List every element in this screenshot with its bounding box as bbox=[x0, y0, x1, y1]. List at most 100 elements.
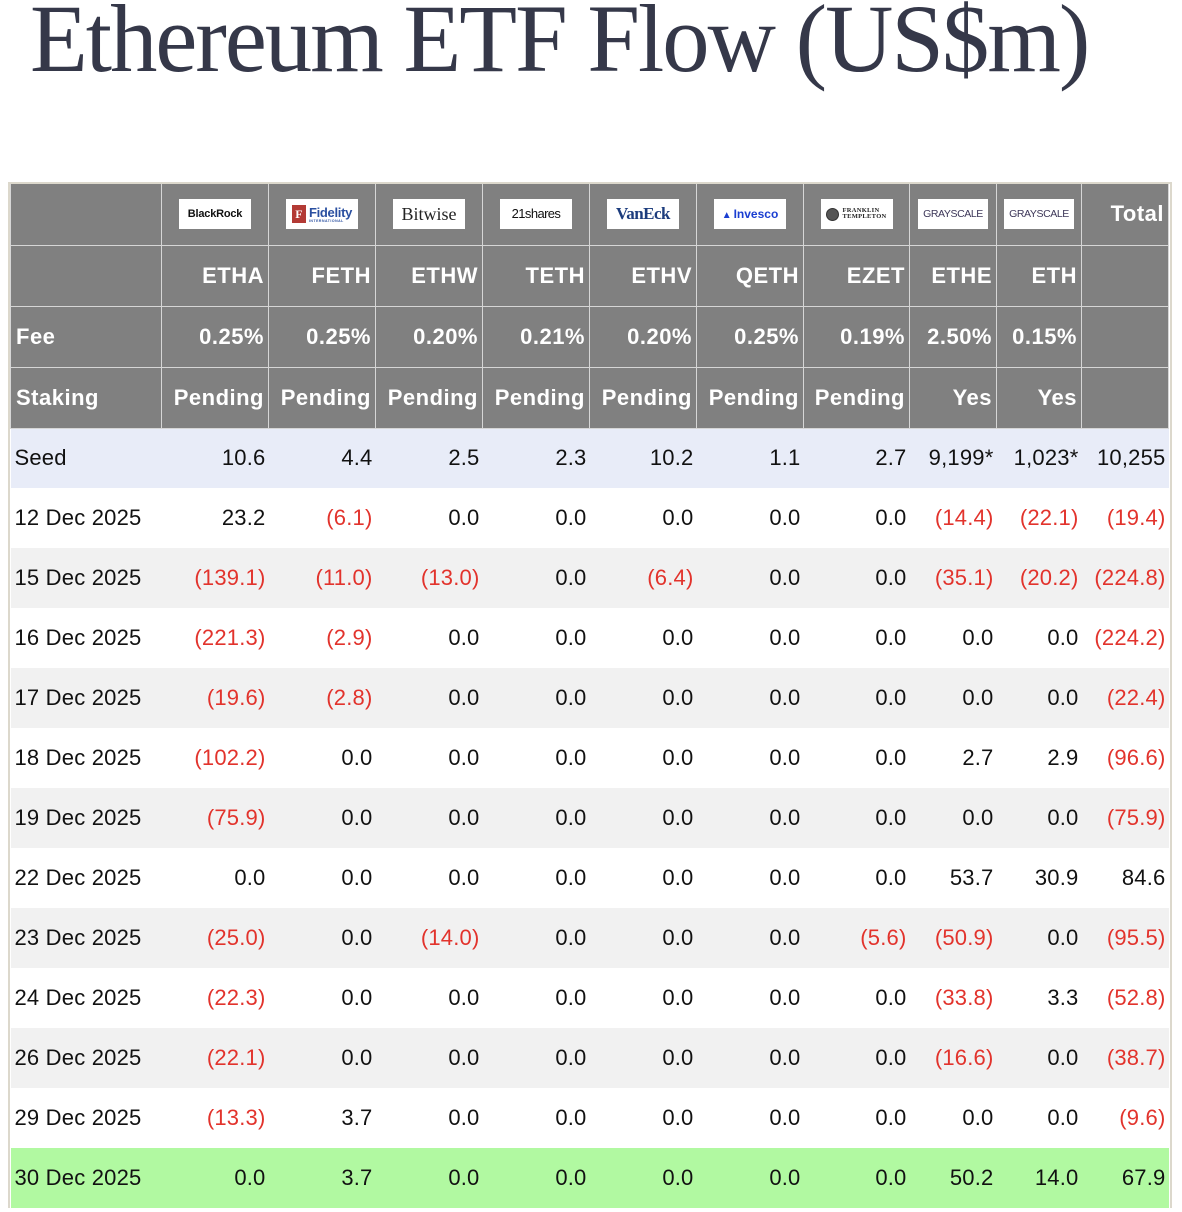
flow-qeth: 0.0 bbox=[696, 1028, 804, 1088]
flow-eth: 3.3 bbox=[996, 968, 1082, 1028]
fee-total-empty bbox=[1081, 305, 1169, 368]
flow-row: 15 Dec 2025 (139.1) (11.0) (13.0) 0.0 (6.4) 0.… bbox=[10, 548, 1169, 608]
flow-ethv: 0.0 bbox=[589, 1028, 697, 1088]
staking-feth: Pending bbox=[268, 366, 376, 429]
fee-ethv: 0.20% bbox=[589, 305, 697, 368]
flow-teth: 0.0 bbox=[482, 1088, 590, 1148]
flow-teth: 0.0 bbox=[482, 968, 590, 1028]
fee-teth: 0.21% bbox=[482, 305, 590, 368]
flow-teth: 0.0 bbox=[482, 908, 590, 968]
flow-ethw: 0.0 bbox=[375, 968, 483, 1028]
flow-ethe: 0.0 bbox=[909, 1088, 997, 1148]
staking-eth: Yes bbox=[996, 366, 1082, 429]
flow-ethw: 0.0 bbox=[375, 1088, 483, 1148]
flow-etha: (13.3) bbox=[161, 1088, 269, 1148]
bitwise-logo-icon: Bitwise bbox=[393, 199, 465, 230]
ticker-row: ETHA FETH ETHW TETH ETHV QETH EZET ETHE … bbox=[10, 244, 1169, 307]
flow-row: 26 Dec 2025 (22.1) 0.0 0.0 0.0 0.0 0.0 0.0 (16.6… bbox=[10, 1028, 1169, 1088]
ticker-etha: ETHA bbox=[161, 244, 269, 307]
flow-qeth: 0.0 bbox=[696, 488, 804, 548]
flow-ethe: 0.0 bbox=[909, 608, 997, 668]
flow-ethv: 0.0 bbox=[589, 908, 697, 968]
flow-total: (224.2) bbox=[1081, 608, 1169, 668]
fee-feth: 0.25% bbox=[268, 305, 376, 368]
fee-ethw: 0.20% bbox=[375, 305, 483, 368]
flow-total: (19.4) bbox=[1081, 488, 1169, 548]
row-date: 22 Dec 2025 bbox=[10, 848, 162, 908]
flow-feth: (6.1) bbox=[268, 488, 376, 548]
flow-qeth: 0.0 bbox=[696, 788, 804, 848]
flow-etha: (139.1) bbox=[161, 548, 269, 608]
flow-qeth: 0.0 bbox=[696, 548, 804, 608]
flow-etha: 0.0 bbox=[161, 848, 269, 908]
row-date: 24 Dec 2025 bbox=[10, 968, 162, 1028]
flow-ethw: 0.0 bbox=[375, 848, 483, 908]
flow-ethv: 0.0 bbox=[589, 608, 697, 668]
flow-teth: 2.3 bbox=[482, 428, 590, 488]
staking-total-empty bbox=[1081, 366, 1169, 429]
flow-ezet: 0.0 bbox=[803, 728, 910, 788]
flow-row: 29 Dec 2025 (13.3) 3.7 0.0 0.0 0.0 0.0 0.0 0.0 0.… bbox=[10, 1088, 1169, 1148]
flow-total: (95.5) bbox=[1081, 908, 1169, 968]
flow-etha: (22.1) bbox=[161, 1028, 269, 1088]
vaneck-logo-icon: VanEck bbox=[607, 199, 679, 230]
flow-ezet: 0.0 bbox=[803, 848, 910, 908]
flow-feth: 0.0 bbox=[268, 1028, 376, 1088]
flow-ethw: 2.5 bbox=[375, 428, 483, 488]
flow-ethv: 0.0 bbox=[589, 848, 697, 908]
flow-qeth: 0.0 bbox=[696, 908, 804, 968]
total-header: Total bbox=[1081, 184, 1169, 246]
ticker-feth: FETH bbox=[268, 244, 376, 307]
flow-ethv: (6.4) bbox=[589, 548, 697, 608]
flow-ezet: 0.0 bbox=[803, 1028, 910, 1088]
staking-ethv: Pending bbox=[589, 366, 697, 429]
flow-total: (22.4) bbox=[1081, 668, 1169, 728]
flow-ethv: 0.0 bbox=[589, 728, 697, 788]
issuer-header-fidelity: F Fidelity INTERNATIONAL bbox=[268, 184, 376, 246]
issuer-header-grayscale-ethe: GRAYSCALE bbox=[909, 184, 997, 246]
fidelity-logo-sub: INTERNATIONAL bbox=[308, 218, 344, 223]
issuer-header-invesco: ▲ Invesco bbox=[696, 184, 804, 246]
flow-ezet: 0.0 bbox=[803, 548, 910, 608]
row-date: Seed bbox=[10, 428, 162, 488]
flow-feth: 3.7 bbox=[268, 1148, 376, 1208]
flow-row: 19 Dec 2025 (75.9) 0.0 0.0 0.0 0.0 0.0 0.0 0.0 0.… bbox=[10, 788, 1169, 848]
flow-ezet: 0.0 bbox=[803, 968, 910, 1028]
flow-feth: (2.9) bbox=[268, 608, 376, 668]
flow-ethe: 2.7 bbox=[909, 728, 997, 788]
flow-qeth: 0.0 bbox=[696, 668, 804, 728]
flow-teth: 0.0 bbox=[482, 668, 590, 728]
flow-ethe: 53.7 bbox=[909, 848, 997, 908]
flow-row: 12 Dec 2025 23.2 (6.1) 0.0 0.0 0.0 0.0 0.0 (14.4… bbox=[10, 488, 1169, 548]
flow-feth: 0.0 bbox=[268, 728, 376, 788]
flow-ezet: 0.0 bbox=[803, 608, 910, 668]
flow-ezet: (5.6) bbox=[803, 908, 910, 968]
etf-flow-table: BlackRock F Fidelity INTERNATIONAL Bitwi… bbox=[10, 184, 1169, 1208]
flow-ethw: 0.0 bbox=[375, 1028, 483, 1088]
fee-etha: 0.25% bbox=[161, 305, 269, 368]
row-date: 17 Dec 2025 bbox=[10, 668, 162, 728]
grayscale-logo-icon: GRAYSCALE bbox=[1004, 199, 1074, 230]
flow-etha: (22.3) bbox=[161, 968, 269, 1028]
issuer-header-bitwise: Bitwise bbox=[375, 184, 483, 246]
flow-ethe: (16.6) bbox=[909, 1028, 997, 1088]
flow-teth: 0.0 bbox=[482, 1028, 590, 1088]
row-date: 23 Dec 2025 bbox=[10, 908, 162, 968]
flow-total: (224.8) bbox=[1081, 548, 1169, 608]
staking-ethe: Yes bbox=[909, 366, 997, 429]
franklin-seal-icon bbox=[826, 207, 840, 221]
issuer-logo-row: BlackRock F Fidelity INTERNATIONAL Bitwi… bbox=[10, 184, 1169, 246]
flow-qeth: 0.0 bbox=[696, 968, 804, 1028]
flow-ethv: 10.2 bbox=[589, 428, 697, 488]
flow-feth: 3.7 bbox=[268, 1088, 376, 1148]
flow-row: 24 Dec 2025 (22.3) 0.0 0.0 0.0 0.0 0.0 0.0 (33.8… bbox=[10, 968, 1169, 1028]
flow-qeth: 0.0 bbox=[696, 608, 804, 668]
flow-feth: 0.0 bbox=[268, 968, 376, 1028]
flow-qeth: 0.0 bbox=[696, 1148, 804, 1208]
latest-flow-row: 30 Dec 2025 0.0 3.7 0.0 0.0 0.0 0.0 0.0 50.2 14.0… bbox=[10, 1148, 1169, 1208]
fidelity-logo-icon: F Fidelity INTERNATIONAL bbox=[286, 199, 358, 230]
flow-eth: 0.0 bbox=[996, 608, 1082, 668]
issuer-header-grayscale-eth: GRAYSCALE bbox=[996, 184, 1082, 246]
ticker-qeth: QETH bbox=[696, 244, 804, 307]
flow-ethe: 9,199* bbox=[909, 428, 997, 488]
